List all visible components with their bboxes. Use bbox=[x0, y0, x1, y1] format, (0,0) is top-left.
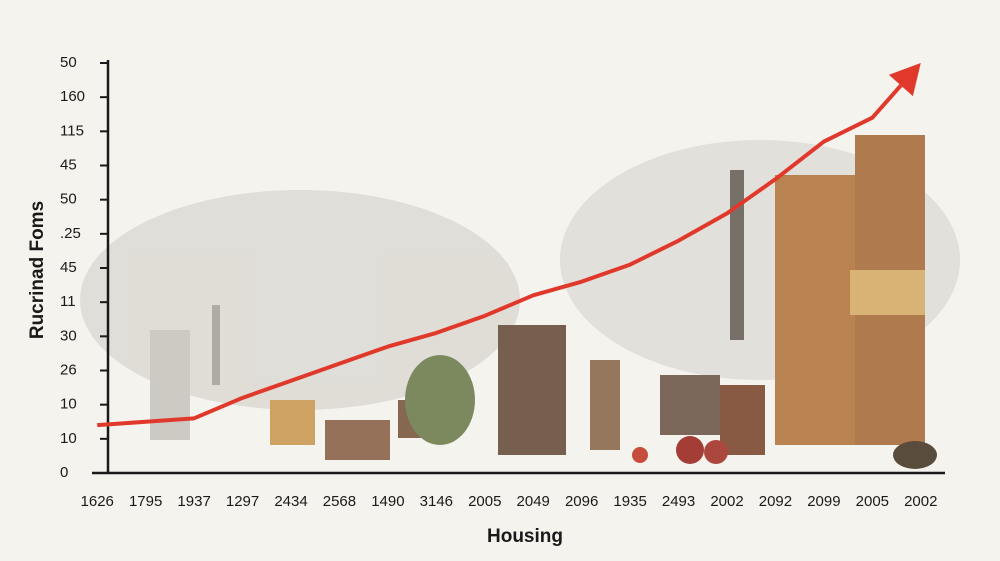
y-tick-label: 10 bbox=[60, 396, 77, 413]
x-tick-label: 3146 bbox=[420, 493, 453, 510]
y-tick-label: 50 bbox=[60, 191, 77, 208]
x-tick-label: 1937 bbox=[177, 493, 210, 510]
x-tick-label: 1626 bbox=[81, 493, 114, 510]
x-tick-label: 2092 bbox=[759, 493, 792, 510]
trend-line bbox=[97, 84, 903, 428]
arrow-head bbox=[888, 63, 921, 97]
x-tick-label: 1490 bbox=[371, 493, 404, 510]
y-tick-label: 30 bbox=[60, 327, 77, 344]
y-tick-label: 115 bbox=[60, 122, 84, 139]
y-tick-label: 26 bbox=[60, 361, 77, 378]
y-tick-label: 0 bbox=[60, 464, 68, 481]
y-tick-label: 10 bbox=[60, 430, 77, 447]
x-tick-label: 2096 bbox=[565, 493, 598, 510]
y-tick-label: 50 bbox=[60, 54, 77, 71]
x-tick-label: 2002 bbox=[904, 493, 937, 510]
x-tick-label: 2005 bbox=[856, 493, 889, 510]
x-tick-label: 2099 bbox=[807, 493, 840, 510]
x-tick-label: 1297 bbox=[226, 493, 259, 510]
x-tick-label: 1935 bbox=[613, 493, 646, 510]
y-tick-label: 45 bbox=[60, 259, 77, 276]
x-tick-label: 2434 bbox=[274, 493, 307, 510]
y-tick-label: 45 bbox=[60, 156, 77, 173]
y-tick-label: .25 bbox=[60, 225, 81, 242]
x-tick-label: 2002 bbox=[710, 493, 743, 510]
x-tick-label: 2005 bbox=[468, 493, 501, 510]
y-tick-label: 160 bbox=[60, 88, 85, 105]
x-tick-label: 1795 bbox=[129, 493, 162, 510]
x-tick-label: 2493 bbox=[662, 493, 695, 510]
x-tick-label: 2049 bbox=[517, 493, 550, 510]
y-axis-label: Rucrinad Foms bbox=[27, 201, 48, 339]
x-axis-label: Housing bbox=[487, 526, 563, 547]
y-tick-label: 11 bbox=[60, 293, 76, 310]
x-tick-label: 2568 bbox=[323, 493, 356, 510]
